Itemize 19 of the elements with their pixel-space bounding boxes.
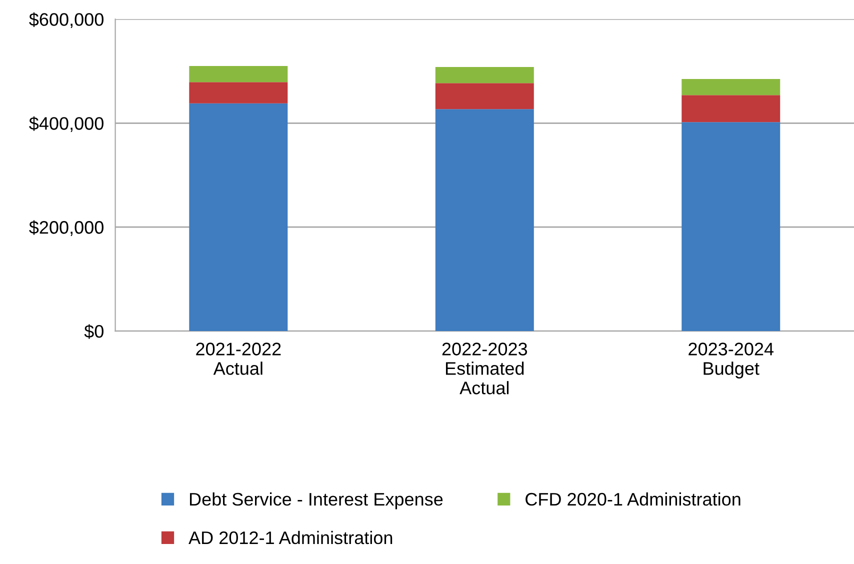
legend-label: CFD 2020-1 Administration [526, 492, 740, 506]
x-tick-label: 2021-2022 Actual [196, 342, 281, 375]
y-tick-label: $600,000 [29, 12, 104, 28]
legend-label: AD 2012-1 Administration [188, 530, 392, 544]
bar [435, 83, 534, 110]
y-tick-label: $0 [84, 324, 104, 339]
bar [435, 67, 534, 84]
x-tick-label: 2023-2024 Budget [688, 342, 774, 378]
y-tick-label: $200,000 [29, 220, 104, 236]
bar [435, 109, 534, 332]
bar [682, 78, 780, 96]
y-tick-label: $400,000 [29, 116, 104, 132]
bar [682, 95, 780, 122]
bar [189, 82, 288, 104]
bar [189, 66, 288, 82]
legend-label: Debt Service - Interest Expense [190, 492, 443, 510]
bar [189, 103, 288, 332]
bar [682, 122, 780, 332]
x-tick-label: 2022-2023 Estimated Actual [442, 342, 528, 394]
